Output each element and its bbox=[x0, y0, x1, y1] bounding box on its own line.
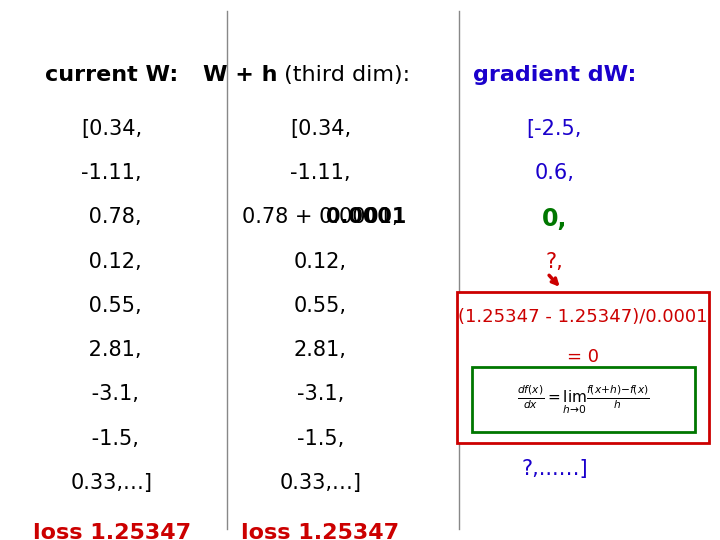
Text: 0.33,…]: 0.33,…] bbox=[279, 473, 361, 493]
Text: $\frac{df(x)}{dx} = \lim_{h \to 0} \frac{f(x+h) - f(x)}{h}$: $\frac{df(x)}{dx} = \lim_{h \to 0} \frac… bbox=[517, 383, 649, 416]
Text: -1.11,: -1.11, bbox=[81, 163, 142, 183]
Text: 0.78 + 0.0001,: 0.78 + 0.0001, bbox=[242, 207, 399, 227]
Text: gradient dW:: gradient dW: bbox=[473, 65, 636, 85]
Text: (1.25347 - 1.25347)/0.0001: (1.25347 - 1.25347)/0.0001 bbox=[459, 308, 708, 326]
Text: 0.55,: 0.55, bbox=[294, 296, 347, 316]
Text: -3.1,: -3.1, bbox=[297, 384, 344, 404]
Text: -1.5,: -1.5, bbox=[297, 429, 344, 449]
Bar bbox=[457, 292, 709, 443]
Text: [0.34,: [0.34, bbox=[290, 119, 351, 139]
Text: -3.1,: -3.1, bbox=[85, 384, 138, 404]
Text: ?,...…]: ?,...…] bbox=[521, 459, 588, 479]
Text: current W:: current W: bbox=[45, 65, 179, 85]
Text: -1.5,: -1.5, bbox=[85, 429, 138, 449]
Text: 2.81,: 2.81, bbox=[294, 340, 347, 360]
Bar bbox=[472, 367, 695, 432]
Text: 0.33,…]: 0.33,…] bbox=[71, 473, 153, 493]
Text: loss 1.25347: loss 1.25347 bbox=[241, 523, 400, 540]
Text: 0.0001: 0.0001 bbox=[325, 207, 406, 227]
Text: 0,: 0, bbox=[541, 207, 567, 231]
Text: W + h: W + h bbox=[203, 65, 277, 85]
Text: 0.12,: 0.12, bbox=[294, 252, 347, 272]
Text: ?,: ?, bbox=[546, 252, 563, 272]
Text: 0.6,: 0.6, bbox=[534, 163, 575, 183]
Text: 0.55,: 0.55, bbox=[82, 296, 141, 316]
Text: -1.11,: -1.11, bbox=[290, 163, 351, 183]
Text: = 0: = 0 bbox=[567, 348, 599, 366]
Text: loss 1.25347: loss 1.25347 bbox=[32, 523, 191, 540]
Text: (third dim):: (third dim): bbox=[277, 65, 410, 85]
Text: [-2.5,: [-2.5, bbox=[527, 119, 582, 139]
Text: 2.81,: 2.81, bbox=[82, 340, 141, 360]
Text: [0.34,: [0.34, bbox=[81, 119, 142, 139]
Text: 0.78,: 0.78, bbox=[82, 207, 141, 227]
Text: 0.12,: 0.12, bbox=[82, 252, 141, 272]
